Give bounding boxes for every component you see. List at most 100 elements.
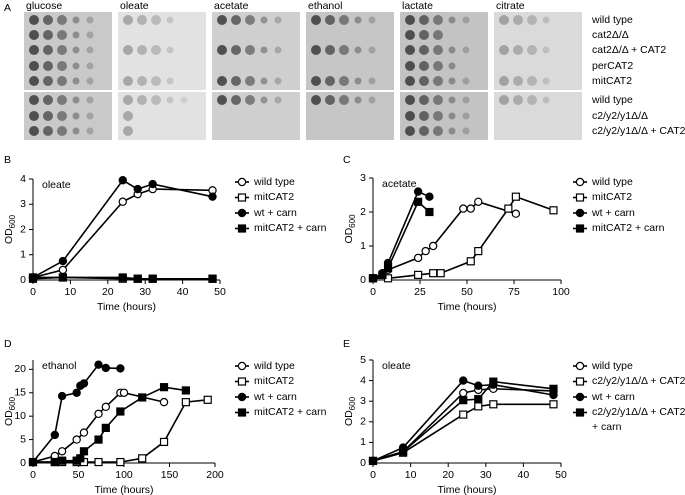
x-axis-label: Time (hours) bbox=[437, 484, 496, 495]
y-axis-label: OD600 bbox=[343, 214, 357, 244]
strain-label: wild type bbox=[591, 94, 633, 106]
series-line bbox=[372, 379, 554, 462]
spot bbox=[419, 61, 429, 71]
spot bbox=[231, 45, 241, 55]
legend-label: mitCAT2 bbox=[592, 191, 633, 203]
spot bbox=[86, 31, 94, 39]
spot bbox=[151, 45, 161, 55]
x-tick-label: 0 bbox=[30, 286, 36, 298]
spot bbox=[260, 77, 268, 85]
x-tick-label: 0 bbox=[30, 469, 36, 481]
panel-label: A bbox=[4, 2, 11, 14]
data-point bbox=[466, 257, 475, 266]
spot bbox=[542, 96, 550, 104]
spot bbox=[354, 46, 362, 54]
legend-marker bbox=[575, 193, 585, 202]
spot bbox=[29, 111, 39, 121]
y-tick-label: 4 bbox=[360, 374, 366, 386]
spot bbox=[311, 45, 321, 55]
data-point bbox=[208, 192, 217, 201]
data-point bbox=[474, 247, 483, 256]
spot bbox=[86, 77, 94, 85]
spot bbox=[43, 95, 53, 105]
spot bbox=[72, 96, 80, 104]
y-axis-label: OD600 bbox=[3, 396, 17, 426]
x-tick-label: 50 bbox=[555, 469, 567, 481]
spot bbox=[86, 62, 94, 70]
spot bbox=[513, 95, 523, 105]
x-tick-label: 0 bbox=[370, 469, 376, 481]
data-point bbox=[421, 246, 430, 256]
data-point bbox=[425, 192, 434, 201]
spot bbox=[325, 45, 335, 55]
spot bbox=[29, 76, 39, 86]
x-tick-label: 50 bbox=[73, 469, 85, 481]
chart-title: ethanol bbox=[42, 360, 76, 372]
spot bbox=[433, 111, 443, 121]
y-axis-label-sub: 600 bbox=[348, 214, 357, 228]
data-point bbox=[133, 184, 142, 194]
spot bbox=[231, 15, 241, 25]
data-point bbox=[459, 410, 468, 419]
y-tick-label: 10 bbox=[14, 410, 26, 422]
spot bbox=[274, 77, 282, 85]
spot bbox=[123, 15, 133, 25]
x-tick-label: 10 bbox=[65, 286, 77, 298]
spot bbox=[274, 96, 282, 104]
series-line bbox=[32, 179, 213, 279]
spot bbox=[339, 76, 349, 86]
plate bbox=[118, 92, 206, 140]
legend-marker bbox=[575, 408, 585, 417]
spot bbox=[123, 95, 133, 105]
x-tick-label: 75 bbox=[508, 286, 520, 298]
spot bbox=[433, 76, 443, 86]
y-tick-label: 3 bbox=[20, 198, 26, 210]
x-tick-label: 50 bbox=[461, 286, 473, 298]
data-point bbox=[116, 364, 125, 373]
y-tick-label: 0 bbox=[20, 457, 26, 469]
data-point bbox=[159, 383, 169, 392]
spot bbox=[405, 61, 415, 71]
data-point bbox=[429, 269, 438, 278]
spot bbox=[123, 111, 133, 121]
legend-marker bbox=[237, 208, 247, 218]
spot bbox=[72, 31, 80, 39]
y-tick-label: 3 bbox=[360, 172, 366, 184]
legend-marker bbox=[237, 193, 247, 202]
spot bbox=[368, 96, 376, 104]
spot bbox=[433, 45, 443, 55]
legend-label: wt + carn bbox=[254, 390, 297, 403]
x-tick-label: 0 bbox=[370, 286, 376, 298]
spot bbox=[72, 16, 80, 24]
spot bbox=[137, 95, 147, 105]
spot bbox=[274, 46, 282, 54]
data-point bbox=[474, 402, 483, 411]
spot bbox=[462, 112, 470, 120]
strain-label: cat2Δ/Δ bbox=[592, 29, 629, 41]
x-axis-label: Time (hours) bbox=[94, 484, 153, 495]
data-point bbox=[428, 241, 438, 251]
x-tick-label: 100 bbox=[115, 469, 133, 481]
spot bbox=[448, 77, 456, 85]
y-tick-label: 0 bbox=[360, 457, 366, 469]
data-point bbox=[414, 197, 423, 206]
legend-label: wt + carn bbox=[592, 206, 635, 219]
legend-marker bbox=[237, 224, 247, 233]
spot bbox=[339, 15, 349, 25]
data-point bbox=[28, 457, 38, 467]
spot bbox=[433, 61, 443, 71]
y-tick-label: 3 bbox=[360, 395, 366, 407]
spot bbox=[405, 76, 415, 86]
strain-label: c2/y2/y1Δ/Δ + CAT2 bbox=[592, 125, 685, 137]
y-tick-label: 20 bbox=[14, 363, 26, 375]
spot bbox=[43, 15, 53, 25]
spot bbox=[245, 15, 255, 25]
data-point bbox=[138, 454, 147, 463]
data-point bbox=[58, 273, 68, 282]
spot bbox=[217, 95, 227, 105]
chart-title: acetate bbox=[382, 178, 417, 190]
plate bbox=[494, 12, 582, 90]
legend-label: mitCAT2 + carn bbox=[254, 222, 327, 234]
strain-label: perCAT2 bbox=[592, 60, 633, 72]
